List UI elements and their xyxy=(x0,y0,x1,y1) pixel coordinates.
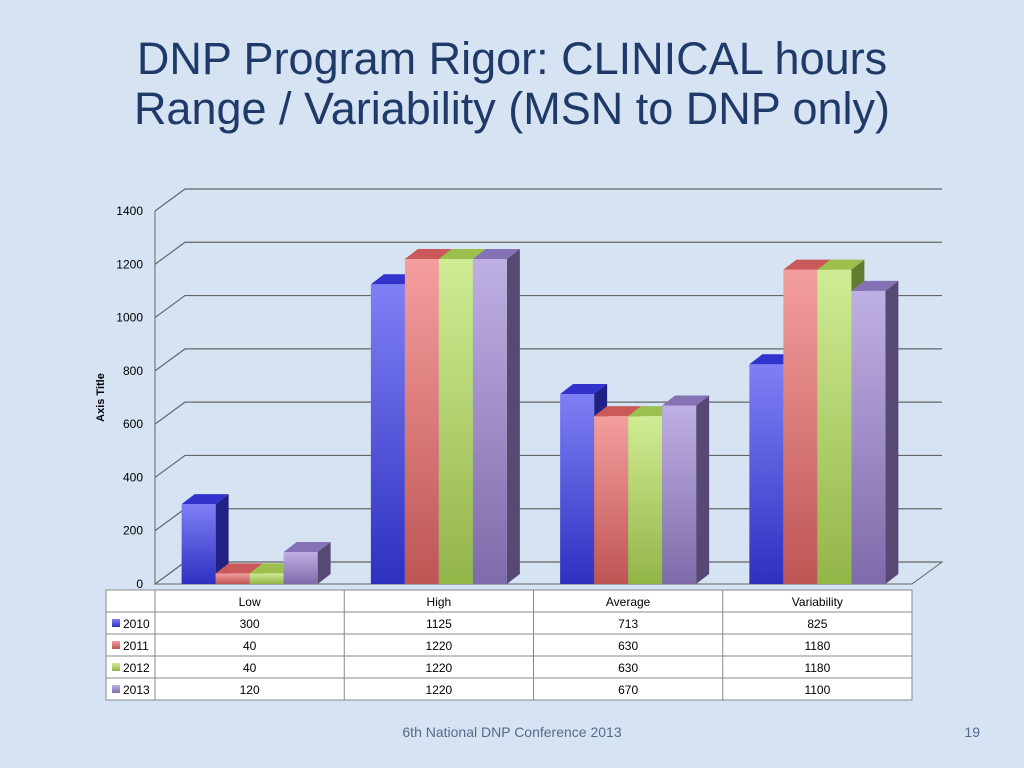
data-label: 713 xyxy=(618,617,638,631)
bar xyxy=(851,280,899,584)
x-tick-label: Low xyxy=(239,595,261,609)
data-label: 120 xyxy=(240,683,260,697)
bar xyxy=(181,494,229,584)
slide-title-line-1: DNP Program Rigor: CLINICAL hours xyxy=(136,33,888,84)
slide-title-line-2: Range / Variability (MSN to DNP only) xyxy=(133,83,891,134)
y-tick-label: 800 xyxy=(123,364,143,378)
bar xyxy=(283,542,331,584)
bars xyxy=(181,248,899,584)
data-table: Low High Average Variability 2010 300 1125 713 8… xyxy=(105,589,913,701)
data-label: 1220 xyxy=(426,639,453,653)
data-label: 40 xyxy=(243,639,257,653)
y-tick-label: 600 xyxy=(123,417,143,431)
x-tick-label: Variability xyxy=(792,595,843,609)
y-tick-label: 1200 xyxy=(116,257,143,271)
page-number: 19 xyxy=(964,724,980,740)
x-tick-label: High xyxy=(427,595,452,609)
y-tick-label: 0 xyxy=(136,577,143,591)
data-label: 630 xyxy=(618,639,638,653)
data-label: 1220 xyxy=(426,683,453,697)
footer-text: 6th National DNP Conference 2013 xyxy=(402,724,622,740)
y-axis-title: Axis Title xyxy=(95,373,107,422)
x-tick-label: Average xyxy=(606,595,651,609)
data-label: 630 xyxy=(618,661,638,675)
legend-swatch xyxy=(112,663,120,671)
data-label: 825 xyxy=(807,617,827,631)
legend-swatch xyxy=(112,619,120,627)
data-label: 1180 xyxy=(804,639,830,653)
data-label: 1180 xyxy=(804,661,830,675)
data-table-frame xyxy=(105,589,913,701)
legend-swatch xyxy=(112,641,120,649)
gridline xyxy=(154,241,942,265)
data-label: 40 xyxy=(243,661,257,675)
legend-label: 2010 xyxy=(123,617,150,631)
data-label: 1220 xyxy=(426,661,453,675)
y-tick-label: 1400 xyxy=(116,204,143,218)
slide-title: DNP Program Rigor: CLINICAL hours Range … xyxy=(0,34,1024,134)
legend-label: 2012 xyxy=(123,661,150,675)
gridline xyxy=(154,348,942,372)
y-tick-label: 200 xyxy=(123,524,143,538)
legend-swatch xyxy=(112,685,120,693)
gridline xyxy=(154,188,942,212)
bar xyxy=(472,248,520,584)
legend-label: 2011 xyxy=(123,639,149,653)
data-label: 1100 xyxy=(804,683,830,697)
data-label: 1125 xyxy=(426,617,452,631)
legend-label: 2013 xyxy=(123,683,150,697)
data-label: 300 xyxy=(240,617,260,631)
bar xyxy=(662,395,710,584)
y-tick-label: 1000 xyxy=(116,311,143,325)
y-tick-label: 400 xyxy=(123,470,143,484)
gridline xyxy=(154,294,942,319)
y-axis: 0 200 400 600 800 1000 1200 1400 Axis Title xyxy=(95,204,143,591)
data-label: 670 xyxy=(618,683,638,697)
